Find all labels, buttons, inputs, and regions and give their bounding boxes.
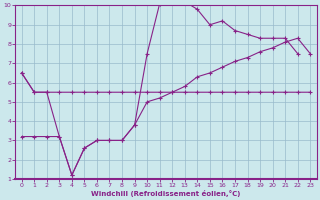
- X-axis label: Windchill (Refroidissement éolien,°C): Windchill (Refroidissement éolien,°C): [91, 190, 241, 197]
